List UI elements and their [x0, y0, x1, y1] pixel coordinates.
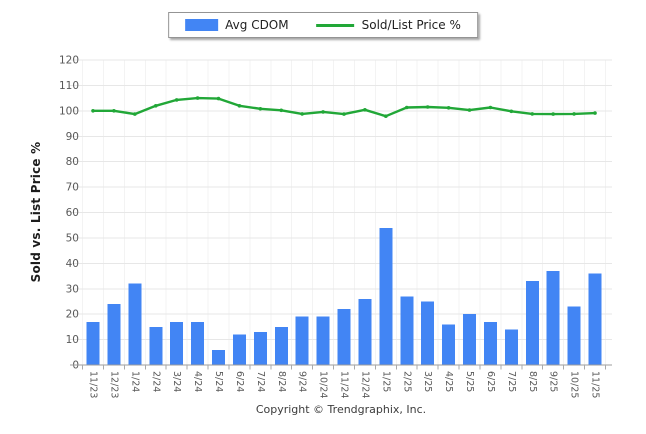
x-tick-label: 10/25: [569, 371, 580, 398]
bar: [567, 306, 581, 365]
x-tick-label: 5/25: [464, 371, 475, 392]
y-tick-label: 120: [59, 55, 79, 67]
legend: Avg CDOM Sold/List Price %: [168, 12, 478, 38]
line-point: [195, 96, 200, 100]
x-tick-label: 11/23: [88, 371, 99, 398]
legend-item-sold-list-price: Sold/List Price %: [316, 18, 461, 32]
x-tick-label: 1/25: [380, 371, 391, 392]
x-tick-label: 9/25: [548, 371, 559, 392]
y-tick-label: 10: [66, 334, 79, 346]
line-point: [321, 110, 325, 114]
bar: [421, 301, 435, 365]
line-point: [384, 114, 388, 118]
legend-label: Sold/List Price %: [361, 18, 461, 32]
line-point: [404, 105, 409, 110]
bar: [295, 316, 309, 365]
bar: [358, 298, 372, 365]
line-point: [572, 112, 576, 116]
y-tick-label: 60: [66, 207, 79, 219]
x-tick-label: 6/24: [234, 371, 245, 392]
line-point: [133, 112, 137, 116]
y-tick-label: 20: [66, 309, 79, 321]
legend-label: Avg CDOM: [225, 18, 289, 32]
bar: [379, 227, 393, 365]
bar: [442, 324, 456, 365]
x-tick-label: 4/25: [443, 371, 454, 392]
bar: [107, 304, 121, 365]
x-tick-label: 7/25: [506, 371, 517, 392]
x-tick-label: 5/24: [213, 371, 224, 392]
bar: [274, 326, 288, 365]
line-point: [174, 98, 179, 102]
line-point: [509, 109, 514, 114]
x-tick-label: 9/24: [297, 371, 308, 392]
line-point: [530, 112, 535, 116]
bar: [212, 349, 226, 365]
line-point: [363, 108, 367, 112]
bar: [525, 281, 539, 365]
y-tick-label: 70: [66, 182, 79, 194]
bar: [170, 321, 184, 365]
x-tick-label: 8/25: [527, 371, 538, 392]
line-point: [446, 106, 451, 110]
line-point: [551, 112, 555, 116]
bar: [337, 309, 351, 365]
line-point: [467, 108, 472, 112]
y-tick-label: 110: [59, 80, 79, 92]
bar: [463, 314, 477, 365]
x-tick-label: 6/25: [485, 371, 496, 392]
line-point: [216, 96, 221, 101]
x-tick-label: 7/24: [255, 371, 266, 392]
bar: [588, 273, 602, 365]
legend-item-avg-cdom: Avg CDOM: [185, 18, 289, 32]
y-tick-label: 90: [66, 131, 79, 143]
y-tick-label: 100: [59, 105, 79, 117]
x-tick-label: 11/24: [339, 371, 350, 398]
x-tick-label: 12/23: [108, 371, 119, 398]
y-tick-label: 50: [66, 232, 79, 244]
bar: [400, 296, 414, 365]
copyright-text: Copyright © Trendgraphix, Inc.: [255, 403, 427, 416]
x-tick-label: 8/24: [276, 371, 287, 392]
y-tick-label: 40: [66, 258, 79, 270]
x-tick-label: 2/25: [401, 371, 412, 392]
x-tick-label: 2/24: [150, 371, 161, 392]
bar: [504, 329, 518, 365]
line-point: [112, 109, 116, 113]
y-tick-label: 80: [66, 156, 79, 168]
line-point: [488, 105, 493, 110]
y-tick-label: 30: [66, 283, 79, 295]
bar: [483, 321, 497, 365]
bar-swatch-icon: [185, 19, 219, 31]
line-point: [153, 104, 158, 108]
bar: [232, 334, 246, 365]
x-tick-label: 11/25: [590, 371, 601, 398]
x-tick-label: 4/24: [192, 371, 203, 392]
bar: [191, 321, 205, 365]
line-point: [258, 107, 263, 111]
bar: [316, 316, 330, 365]
line-point: [279, 108, 284, 113]
line-swatch-icon: [316, 23, 355, 27]
line-point: [237, 104, 242, 108]
x-tick-label: 12/24: [359, 371, 370, 398]
line-point: [91, 109, 95, 113]
x-tick-label: 3/25: [422, 371, 433, 392]
line-point: [593, 111, 597, 115]
x-tick-label: 1/24: [129, 371, 140, 392]
bar: [149, 326, 163, 365]
bar: [546, 270, 560, 365]
bar: [86, 321, 100, 365]
bar: [128, 283, 142, 365]
line-point: [425, 105, 430, 109]
x-tick-label: 3/24: [171, 371, 182, 392]
line-point: [342, 112, 346, 116]
line-point: [300, 112, 304, 116]
x-tick-label: 10/24: [318, 371, 329, 398]
bar: [253, 331, 267, 365]
